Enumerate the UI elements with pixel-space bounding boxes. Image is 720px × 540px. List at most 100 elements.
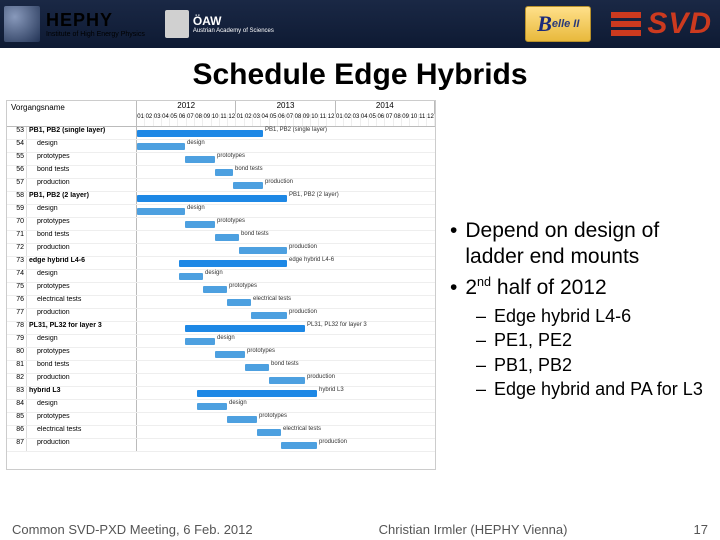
- gantt-row: 73edge hybrid L4-6edge hybrid L4-6: [7, 257, 435, 270]
- gantt-row-name: PB1, PB2 (2 layer): [27, 192, 137, 204]
- gantt-bar-label: design: [187, 205, 205, 211]
- sub-bullet: –Edge hybrid L4-6: [476, 305, 706, 328]
- oaw-sub: Austrian Academy of Sciences: [193, 28, 274, 34]
- gantt-bar: [257, 429, 281, 436]
- bullet-2: • 2nd half of 2012: [450, 275, 706, 301]
- gantt-row-name: design: [27, 400, 137, 412]
- gantt-bar: [137, 130, 263, 137]
- gantt-bar: [185, 338, 215, 345]
- gantt-body: 53PB1, PB2 (single layer)PB1, PB2 (singl…: [7, 127, 435, 452]
- sub-bullet-text: PB1, PB2: [494, 354, 572, 377]
- gantt-row-name: design: [27, 270, 137, 282]
- gantt-row-idx: 83: [7, 387, 27, 399]
- gantt-bar-label: production: [319, 439, 347, 445]
- gantt-bar: [137, 143, 185, 150]
- gantt-month: 12: [427, 114, 435, 127]
- bullet-1-text: Depend on design of ladder end mounts: [465, 218, 706, 271]
- gantt-row: 83hybrid L3hybrid L3: [7, 387, 435, 400]
- gantt-row-idx: 81: [7, 361, 27, 373]
- gantt-bar: [269, 377, 305, 384]
- gantt-row-name: bond tests: [27, 231, 137, 243]
- gantt-row-idx: 76: [7, 296, 27, 308]
- gantt-bar-label: design: [229, 400, 247, 406]
- gantt-bar: [281, 442, 317, 449]
- gantt-bar-label: design: [205, 270, 223, 276]
- gantt-row: 59designdesign: [7, 205, 435, 218]
- gantt-month: 05: [270, 114, 278, 127]
- gantt-bar-label: production: [307, 374, 335, 380]
- sub-bullet: –PB1, PB2: [476, 354, 706, 377]
- gantt-month: 09: [203, 114, 211, 127]
- gantt-bar-label: design: [217, 335, 235, 341]
- gantt-row-name: prototypes: [27, 218, 137, 230]
- sub-bullet-text: Edge hybrid L4-6: [494, 305, 631, 328]
- gantt-bar: [197, 403, 227, 410]
- gantt-month: 11: [419, 114, 427, 127]
- gantt-bar-label: prototypes: [247, 348, 275, 354]
- gantt-row: 75prototypesprototypes: [7, 283, 435, 296]
- gantt-bar: [185, 156, 215, 163]
- header-bar: HEPHY Institute of High Energy Physics Ö…: [0, 0, 720, 48]
- gantt-row-chart: electrical tests: [137, 426, 435, 438]
- gantt-year: 2012: [137, 101, 236, 114]
- footer-center: Christian Irmler (HEPHY Vienna): [379, 522, 568, 537]
- hephy-main: HEPHY: [46, 10, 145, 31]
- gantt-row-idx: 78: [7, 322, 27, 334]
- gantt-row-name: prototypes: [27, 153, 137, 165]
- hephy-sub: Institute of High Energy Physics: [46, 31, 145, 38]
- gantt-row-name: prototypes: [27, 413, 137, 425]
- gantt-bar-label: bond tests: [235, 166, 263, 172]
- gantt-row-name: prototypes: [27, 283, 137, 295]
- gantt-month: 08: [195, 114, 203, 127]
- gantt-bar-label: prototypes: [259, 413, 287, 419]
- gantt-row-chart: PL31, PL32 for layer 3: [137, 322, 435, 334]
- gantt-row-idx: 86: [7, 426, 27, 438]
- gantt-row: 84designdesign: [7, 400, 435, 413]
- gantt-row-idx: 54: [7, 140, 27, 152]
- gantt-row-idx: 71: [7, 231, 27, 243]
- gantt-row: 71bond testsbond tests: [7, 231, 435, 244]
- gantt-row-chart: production: [137, 244, 435, 256]
- gantt-row-idx: 59: [7, 205, 27, 217]
- gantt-row-idx: 87: [7, 439, 27, 451]
- gantt-month: 05: [369, 114, 377, 127]
- gantt-row-chart: hybrid L3: [137, 387, 435, 399]
- gantt-bar-label: prototypes: [217, 218, 245, 224]
- gantt-month: 09: [303, 114, 311, 127]
- gantt-row-idx: 80: [7, 348, 27, 360]
- gantt-bar: [179, 260, 287, 267]
- gantt-bar-label: hybrid L3: [319, 387, 344, 393]
- gantt-row: 72productionproduction: [7, 244, 435, 257]
- footer-right: 17: [694, 522, 708, 537]
- gantt-bar-label: production: [289, 309, 317, 315]
- gantt-row-name: production: [27, 244, 137, 256]
- gantt-row-name: design: [27, 140, 137, 152]
- gantt-row: 87productionproduction: [7, 439, 435, 452]
- gantt-row: 78PL31, PL32 for layer 3PL31, PL32 for l…: [7, 322, 435, 335]
- gantt-row-chart: prototypes: [137, 283, 435, 295]
- gantt-year: 2013: [236, 101, 335, 114]
- gantt-bar: [233, 182, 263, 189]
- sub-bullet-text: Edge hybrid and PA for L3: [494, 378, 703, 401]
- gantt-row-idx: 56: [7, 166, 27, 178]
- gantt-month: 04: [261, 114, 269, 127]
- gantt-month: 10: [311, 114, 319, 127]
- gantt-row-chart: design: [137, 140, 435, 152]
- gantt-bar-label: production: [265, 179, 293, 185]
- gantt-bar-label: electrical tests: [253, 296, 291, 302]
- gantt-month: 12: [327, 114, 335, 127]
- belle-logo: Belle II: [525, 6, 591, 42]
- gantt-bar: [215, 234, 239, 241]
- gantt-row: 80prototypesprototypes: [7, 348, 435, 361]
- gantt-row-idx: 58: [7, 192, 27, 204]
- gantt-bar: [203, 286, 227, 293]
- gantt-row-name: bond tests: [27, 166, 137, 178]
- gantt-name-header: Vorgangsname: [7, 101, 137, 126]
- gantt-bar-label: production: [289, 244, 317, 250]
- gantt-month: 02: [145, 114, 153, 127]
- gantt-row-chart: design: [137, 270, 435, 282]
- gantt-bar-label: prototypes: [217, 153, 245, 159]
- gantt-month: 12: [228, 114, 236, 127]
- gantt-row-idx: 75: [7, 283, 27, 295]
- gantt-row-chart: bond tests: [137, 231, 435, 243]
